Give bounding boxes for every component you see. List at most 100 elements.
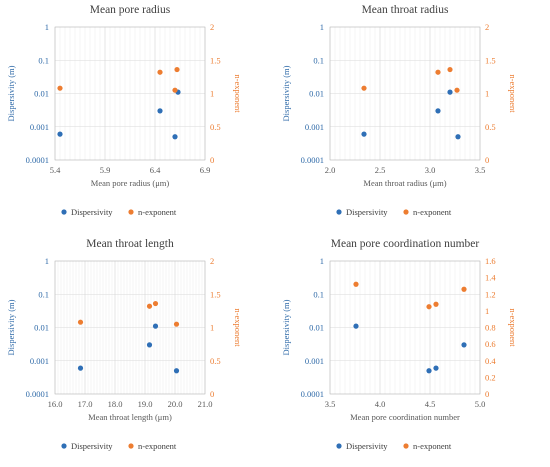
y-left-tick-label: 0.1 xyxy=(38,289,49,299)
y-right-tick-label: 0.4 xyxy=(485,356,496,366)
x-tick-label: 2.0 xyxy=(325,165,336,175)
n-exponent-point xyxy=(454,87,460,93)
y-left-tick-label: 0.1 xyxy=(38,55,49,65)
y-right-tick-label: 0 xyxy=(485,155,489,165)
y-left-tick-label: 0.0001 xyxy=(26,155,49,165)
legend-label-n-exponent: n-exponent xyxy=(413,207,452,217)
x-tick-label: 5.0 xyxy=(475,399,486,409)
y-right-tick-label: 0.5 xyxy=(485,122,496,132)
legend-marker-dispersivity xyxy=(61,209,67,215)
y-right-tick-label: 0.2 xyxy=(485,372,496,382)
y-left-tick-label: 0.0001 xyxy=(301,389,324,399)
n-exponent-point xyxy=(435,69,441,75)
legend-label-dispersivity: Dispersivity xyxy=(71,207,113,217)
x-tick-label: 3.5 xyxy=(325,399,336,409)
n-exponent-point xyxy=(433,301,439,307)
y-left-tick-label: 0.0001 xyxy=(301,155,324,165)
n-exponent-point xyxy=(77,319,84,325)
chart-title: Mean pore coordination number xyxy=(331,238,480,250)
y-left-tick-label: 0.1 xyxy=(313,55,324,65)
y-right-tick-label: 0.5 xyxy=(210,122,221,132)
dispersivity-point xyxy=(455,134,461,140)
y-left-axis-label: Dispersivity (m) xyxy=(281,299,291,355)
y-left-tick-label: 0.1 xyxy=(313,289,324,299)
y-left-tick-label: 1 xyxy=(45,22,49,32)
y-right-tick-label: 1.6 xyxy=(485,256,496,266)
dispersivity-point xyxy=(461,342,467,348)
legend-marker-dispersivity xyxy=(336,443,342,449)
n-exponent-point xyxy=(353,281,359,287)
x-axis-label: Mean pore coordination number xyxy=(350,412,460,422)
y-left-tick-label: 0.001 xyxy=(30,356,49,366)
legend-marker-n-exponent xyxy=(403,209,409,215)
x-axis-label: Mean throat radius (μm) xyxy=(363,178,446,188)
y-right-tick-label: 0 xyxy=(485,389,489,399)
y-left-tick-label: 0.01 xyxy=(309,323,324,333)
x-tick-label: 5.4 xyxy=(50,165,61,175)
n-exponent-point xyxy=(426,304,432,310)
legend-label-n-exponent: n-exponent xyxy=(138,441,177,451)
y-right-tick-label: 0.6 xyxy=(485,339,496,349)
dispersivity-point xyxy=(426,368,432,374)
y-left-axis-label: Dispersivity (m) xyxy=(281,65,291,121)
y-right-tick-label: 1 xyxy=(485,89,489,99)
n-exponent-point xyxy=(447,66,453,73)
chart-title: Mean pore radius xyxy=(90,4,171,16)
x-axis-label: Mean pore radius (μm) xyxy=(91,178,170,188)
n-exponent-point xyxy=(172,87,178,93)
dispersivity-point xyxy=(146,342,153,348)
y-right-tick-label: 0.8 xyxy=(485,323,496,333)
dispersivity-point xyxy=(57,131,63,137)
y-left-tick-label: 1 xyxy=(320,22,324,32)
y-right-tick-label: 0 xyxy=(210,389,214,399)
x-tick-label: 6.9 xyxy=(200,165,211,175)
chart-title: Mean throat length xyxy=(86,238,174,250)
legend-marker-dispersivity xyxy=(61,443,67,449)
y-left-tick-label: 0.01 xyxy=(309,89,324,99)
dispersivity-point xyxy=(353,323,359,329)
dispersivity-point xyxy=(157,108,163,114)
dispersivity-point xyxy=(361,131,367,137)
y-left-tick-label: 0.01 xyxy=(34,89,49,99)
y-right-tick-label: 1.2 xyxy=(485,289,496,299)
n-exponent-point xyxy=(174,66,180,73)
x-tick-label: 17.0 xyxy=(78,399,93,409)
x-tick-label: 16.0 xyxy=(48,399,63,409)
legend-label-dispersivity: Dispersivity xyxy=(71,441,113,451)
dispersivity-point xyxy=(152,323,159,329)
y-right-axis-label: n-exponent xyxy=(233,308,243,347)
legend-marker-n-exponent xyxy=(128,209,134,215)
x-tick-label: 19.0 xyxy=(138,399,153,409)
x-tick-label: 6.4 xyxy=(150,165,161,175)
legend-marker-dispersivity xyxy=(336,209,342,215)
y-left-tick-label: 0.0001 xyxy=(26,389,49,399)
x-tick-label: 4.0 xyxy=(375,399,386,409)
chart-mean-pore-coordination-number: Mean pore coordination number 3.5 4.0 4.5 5.… xyxy=(275,234,550,467)
y-right-axis-label: n-exponent xyxy=(233,74,243,113)
dispersivity-point xyxy=(173,368,180,374)
y-right-axis-label: n-exponent xyxy=(508,308,518,347)
y-left-tick-label: 1 xyxy=(45,256,49,266)
y-right-tick-label: 0 xyxy=(210,155,214,165)
y-right-tick-label: 1.5 xyxy=(210,55,221,65)
chart-svg-mean-pore-radius: Mean pore radius 5.4 5.9 6.4 6.9 1 0.1 0.01 0.00… xyxy=(6,4,243,217)
y-right-tick-label: 0.5 xyxy=(210,356,221,366)
n-exponent-point xyxy=(152,300,159,307)
legend-marker-n-exponent xyxy=(403,443,409,449)
chart-mean-throat-radius: Mean throat radius 2.0 2.5 3.0 3.5 1 0.1 0.01 0.… xyxy=(275,0,550,233)
dispersivity-point xyxy=(435,108,441,114)
y-left-axis-label: Dispersivity (m) xyxy=(6,299,16,355)
y-right-tick-label: 1 xyxy=(210,89,214,99)
y-right-tick-label: 2 xyxy=(485,22,489,32)
dispersivity-point xyxy=(433,365,439,371)
x-tick-label: 20.0 xyxy=(168,399,183,409)
y-right-tick-label: 1.5 xyxy=(485,55,496,65)
plot-area xyxy=(54,26,206,161)
dispersivity-point xyxy=(172,134,178,140)
n-exponent-point xyxy=(461,286,467,292)
y-right-axis-label: n-exponent xyxy=(508,74,518,113)
chart-svg-mean-pore-coordination-number: Mean pore coordination number 3.5 4.0 4.5 5.… xyxy=(281,238,518,451)
x-tick-label: 21.0 xyxy=(198,399,213,409)
dispersivity-point xyxy=(447,89,453,95)
